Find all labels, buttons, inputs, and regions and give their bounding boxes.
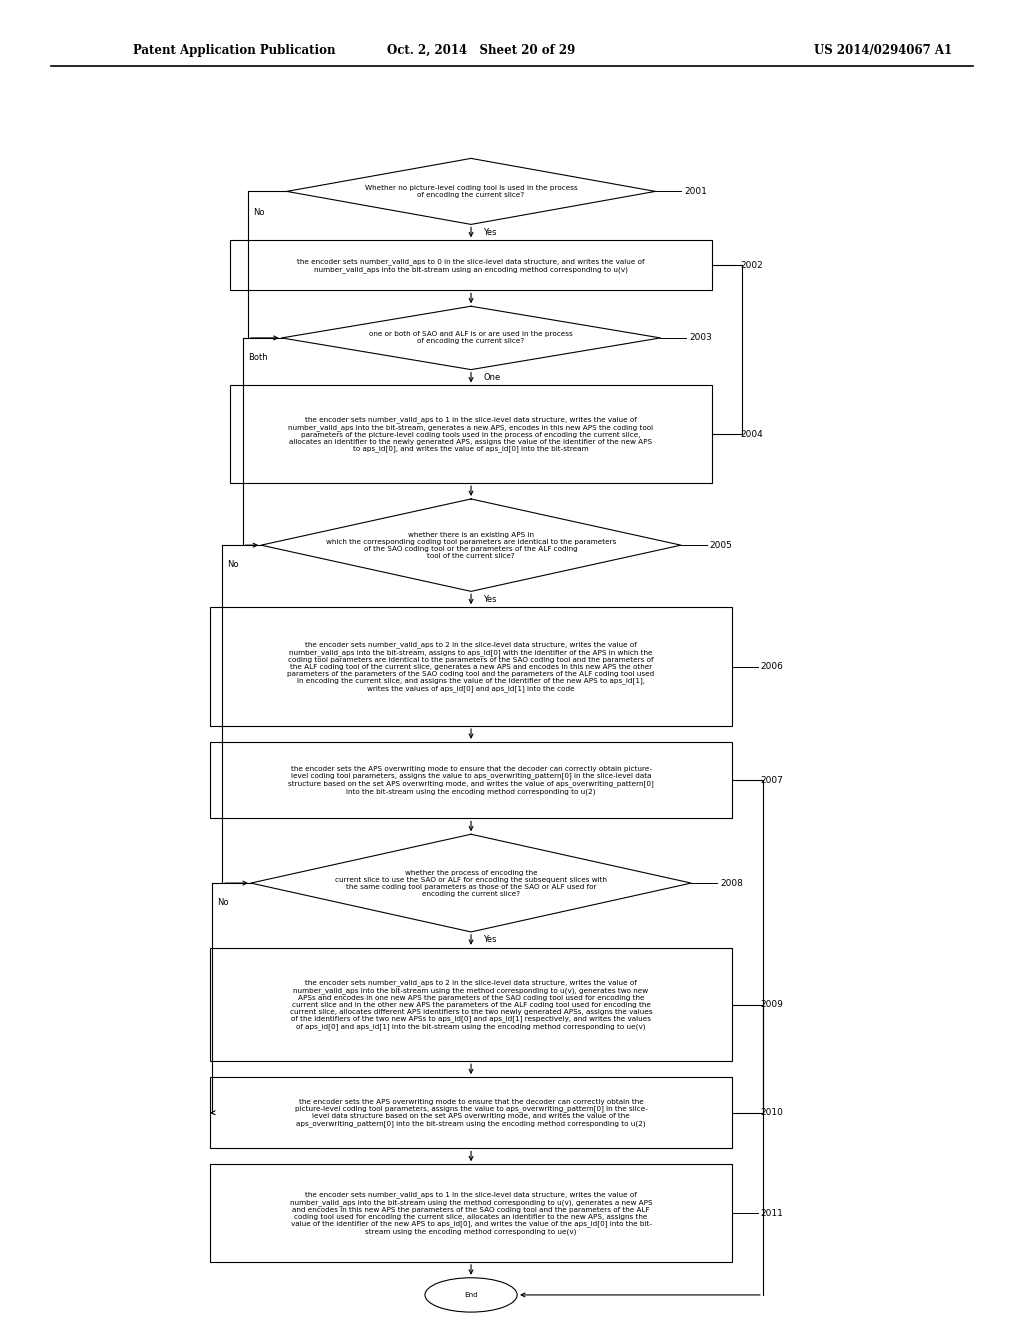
Text: One: One [483, 374, 501, 381]
Bar [230, 385, 712, 483]
Text: one or both of SAO and ALF is or are used in the process
of encoding the current: one or both of SAO and ALF is or are use… [370, 331, 572, 345]
Text: the encoder sets number_valid_aps to 2 in the slice-level data structure, writes: the encoder sets number_valid_aps to 2 i… [288, 642, 654, 692]
Bar [230, 240, 712, 290]
Text: Yes: Yes [483, 595, 497, 603]
Text: Yes: Yes [483, 936, 497, 944]
Text: 2006: 2006 [761, 663, 783, 671]
Text: 2002: 2002 [740, 261, 763, 269]
Bar [210, 1077, 732, 1148]
Text: the encoder sets number_valid_aps to 1 in the slice-level data structure, writes: the encoder sets number_valid_aps to 1 i… [289, 416, 653, 453]
Text: 2010: 2010 [761, 1109, 783, 1117]
Bar [210, 607, 732, 726]
Text: the encoder sets number_valid_aps to 0 in the slice-level data structure, and wr: the encoder sets number_valid_aps to 0 i… [297, 259, 645, 272]
Text: 2011: 2011 [761, 1209, 783, 1217]
Bar [210, 742, 732, 818]
Text: 2004: 2004 [740, 430, 763, 438]
Text: the encoder sets the APS overwriting mode to ensure that the decoder can correct: the encoder sets the APS overwriting mod… [288, 766, 654, 795]
Text: the encoder sets number_valid_aps to 1 in the slice-level data structure, writes: the encoder sets number_valid_aps to 1 i… [290, 1191, 652, 1236]
Text: No: No [227, 561, 239, 569]
Text: the encoder sets number_valid_aps to 2 in the slice-level data structure, writes: the encoder sets number_valid_aps to 2 i… [290, 979, 652, 1030]
Bar [210, 1164, 732, 1262]
Text: End: End [464, 1292, 478, 1298]
Text: No: No [253, 209, 264, 216]
Bar [210, 948, 732, 1061]
Text: 2007: 2007 [761, 776, 783, 784]
Text: the encoder sets the APS overwriting mode to ensure that the decoder can correct: the encoder sets the APS overwriting mod… [295, 1098, 647, 1127]
Text: 2001: 2001 [684, 187, 707, 195]
Text: Whether no picture-level coding tool is used in the process
of encoding the curr: Whether no picture-level coding tool is … [365, 185, 578, 198]
Text: Patent Application Publication: Patent Application Publication [133, 44, 336, 57]
Ellipse shape [425, 1278, 517, 1312]
Text: 2008: 2008 [720, 879, 742, 887]
Text: Both: Both [248, 354, 267, 362]
Text: Oct. 2, 2014   Sheet 20 of 29: Oct. 2, 2014 Sheet 20 of 29 [387, 44, 575, 57]
Text: US 2014/0294067 A1: US 2014/0294067 A1 [814, 44, 952, 57]
Text: Yes: Yes [483, 228, 497, 236]
Text: whether there is an existing APS in
which the corresponding coding tool paramete: whether there is an existing APS in whic… [326, 532, 616, 558]
Text: 2005: 2005 [710, 541, 732, 549]
Text: whether the process of encoding the
current slice to use the SAO or ALF for enco: whether the process of encoding the curr… [335, 870, 607, 896]
Text: 2009: 2009 [761, 1001, 783, 1008]
Text: No: No [217, 899, 228, 907]
Text: 2003: 2003 [689, 334, 712, 342]
